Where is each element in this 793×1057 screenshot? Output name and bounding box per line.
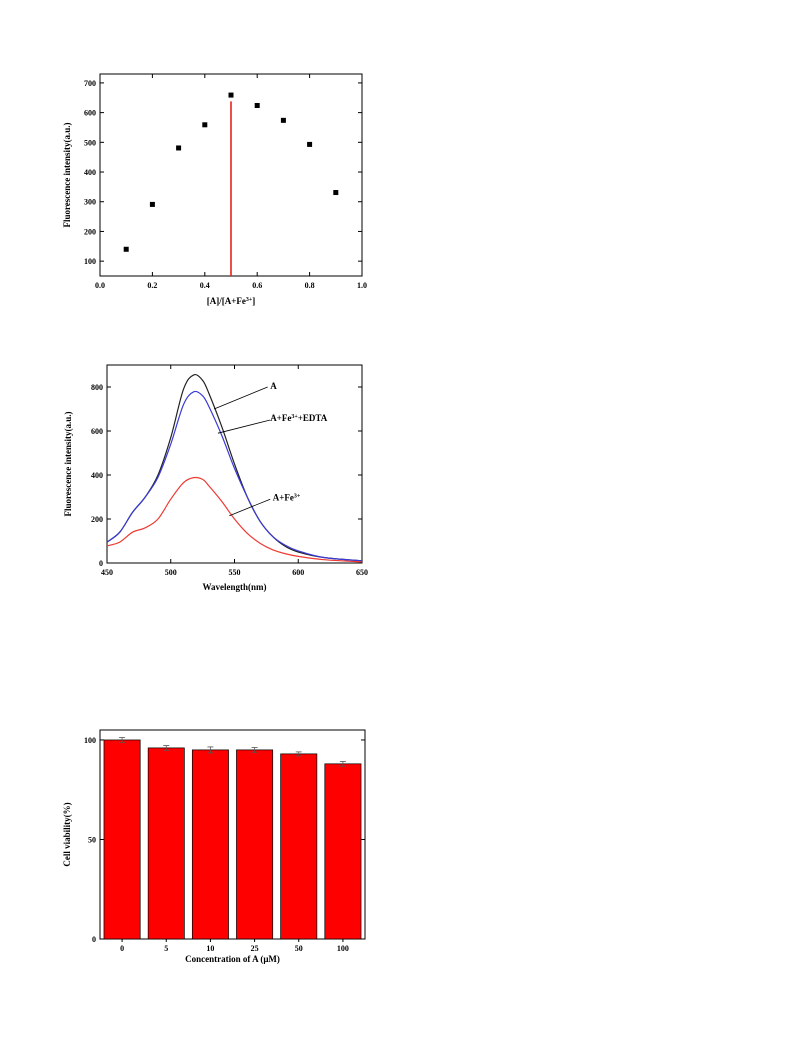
x-tick-label: 5 (164, 944, 168, 953)
x-tick-label: 0.8 (305, 281, 315, 290)
x-axis-label: [A]/[A+Fe3+] (207, 296, 256, 306)
y-tick-label: 200 (91, 515, 103, 524)
y-tick-label: 600 (84, 109, 96, 118)
x-tick-label: 0.4 (200, 281, 210, 290)
x-tick-label: 600 (292, 568, 304, 577)
data-point (307, 141, 313, 147)
x-tick-label: 450 (101, 568, 113, 577)
annotation-leader (217, 419, 271, 434)
x-tick-label: 650 (356, 568, 368, 577)
x-tick-label: 50 (295, 944, 303, 953)
x-tick-label: 100 (337, 944, 349, 953)
data-point (149, 201, 155, 207)
bar (147, 747, 185, 940)
plot-frame (99, 729, 366, 940)
bar (324, 763, 362, 940)
x-tick-label: 0.0 (95, 281, 105, 290)
y-tick-label: 0 (99, 559, 103, 568)
y-axis-label: Cell viability(%) (62, 802, 72, 866)
x-tick-label: 1.0 (357, 281, 367, 290)
x-tick-label: 0.6 (252, 281, 262, 290)
data-point (333, 190, 339, 196)
x-axis-label: Concentration of A (μM) (185, 954, 280, 964)
x-axis-label: Wavelength(nm) (203, 582, 267, 592)
series-line-a-fe (106, 476, 363, 563)
x-tick-label: 0 (120, 944, 124, 953)
y-tick-label: 700 (84, 79, 96, 88)
bar (191, 749, 229, 940)
y-tick-label: 100 (84, 257, 96, 266)
emission-spectra-chart: 450 500 550 600 650 0 200 400 600 800 A A+Fe3++EDTA… (63, 364, 368, 592)
x-tick-label: 500 (165, 568, 177, 577)
bar (236, 749, 274, 940)
annotation-a: A (270, 381, 277, 391)
cell-viability-chart: 0 50 100 0 5 10 25 50 100 Concentration of A (μM)… (62, 729, 366, 964)
x-tick-label: 0.2 (147, 281, 157, 290)
bar (280, 753, 318, 940)
y-tick-label: 200 (84, 227, 96, 236)
y-axis-label: Fluorescence intensity(a.u.) (62, 122, 72, 227)
data-point (176, 145, 182, 151)
data-point (254, 102, 260, 108)
x-tick-label: 10 (206, 944, 214, 953)
y-tick-label: 50 (88, 835, 96, 844)
y-axis-label: Fluorescence intensity(a.u.) (63, 411, 73, 516)
data-point (280, 117, 286, 123)
y-tick-label: 100 (84, 736, 96, 745)
annotation-leader (213, 386, 268, 410)
data-point (123, 246, 129, 252)
bar (103, 739, 141, 940)
y-tick-label: 400 (84, 168, 96, 177)
y-tick-label: 300 (84, 198, 96, 207)
x-tick-label: 25 (251, 944, 259, 953)
data-point (202, 122, 208, 128)
annotation-a-fe-edta: A+Fe3++EDTA (270, 413, 328, 423)
job-plot-chart: 0.0 0.2 0.4 0.6 0.8 1.0 100 200 300 400 500 600 700 [… (62, 73, 367, 306)
y-tick-label: 400 (91, 471, 103, 480)
y-tick-label: 0 (92, 935, 96, 944)
y-tick-label: 500 (84, 138, 96, 147)
annotation-leader (229, 498, 271, 517)
x-tick-label: 550 (229, 568, 241, 577)
series-line-a-fe-edta (106, 390, 363, 562)
annotation-a-fe: A+Fe3+ (273, 492, 301, 502)
y-tick-label: 600 (91, 427, 103, 436)
data-point (228, 92, 234, 98)
y-tick-label: 800 (91, 383, 103, 392)
